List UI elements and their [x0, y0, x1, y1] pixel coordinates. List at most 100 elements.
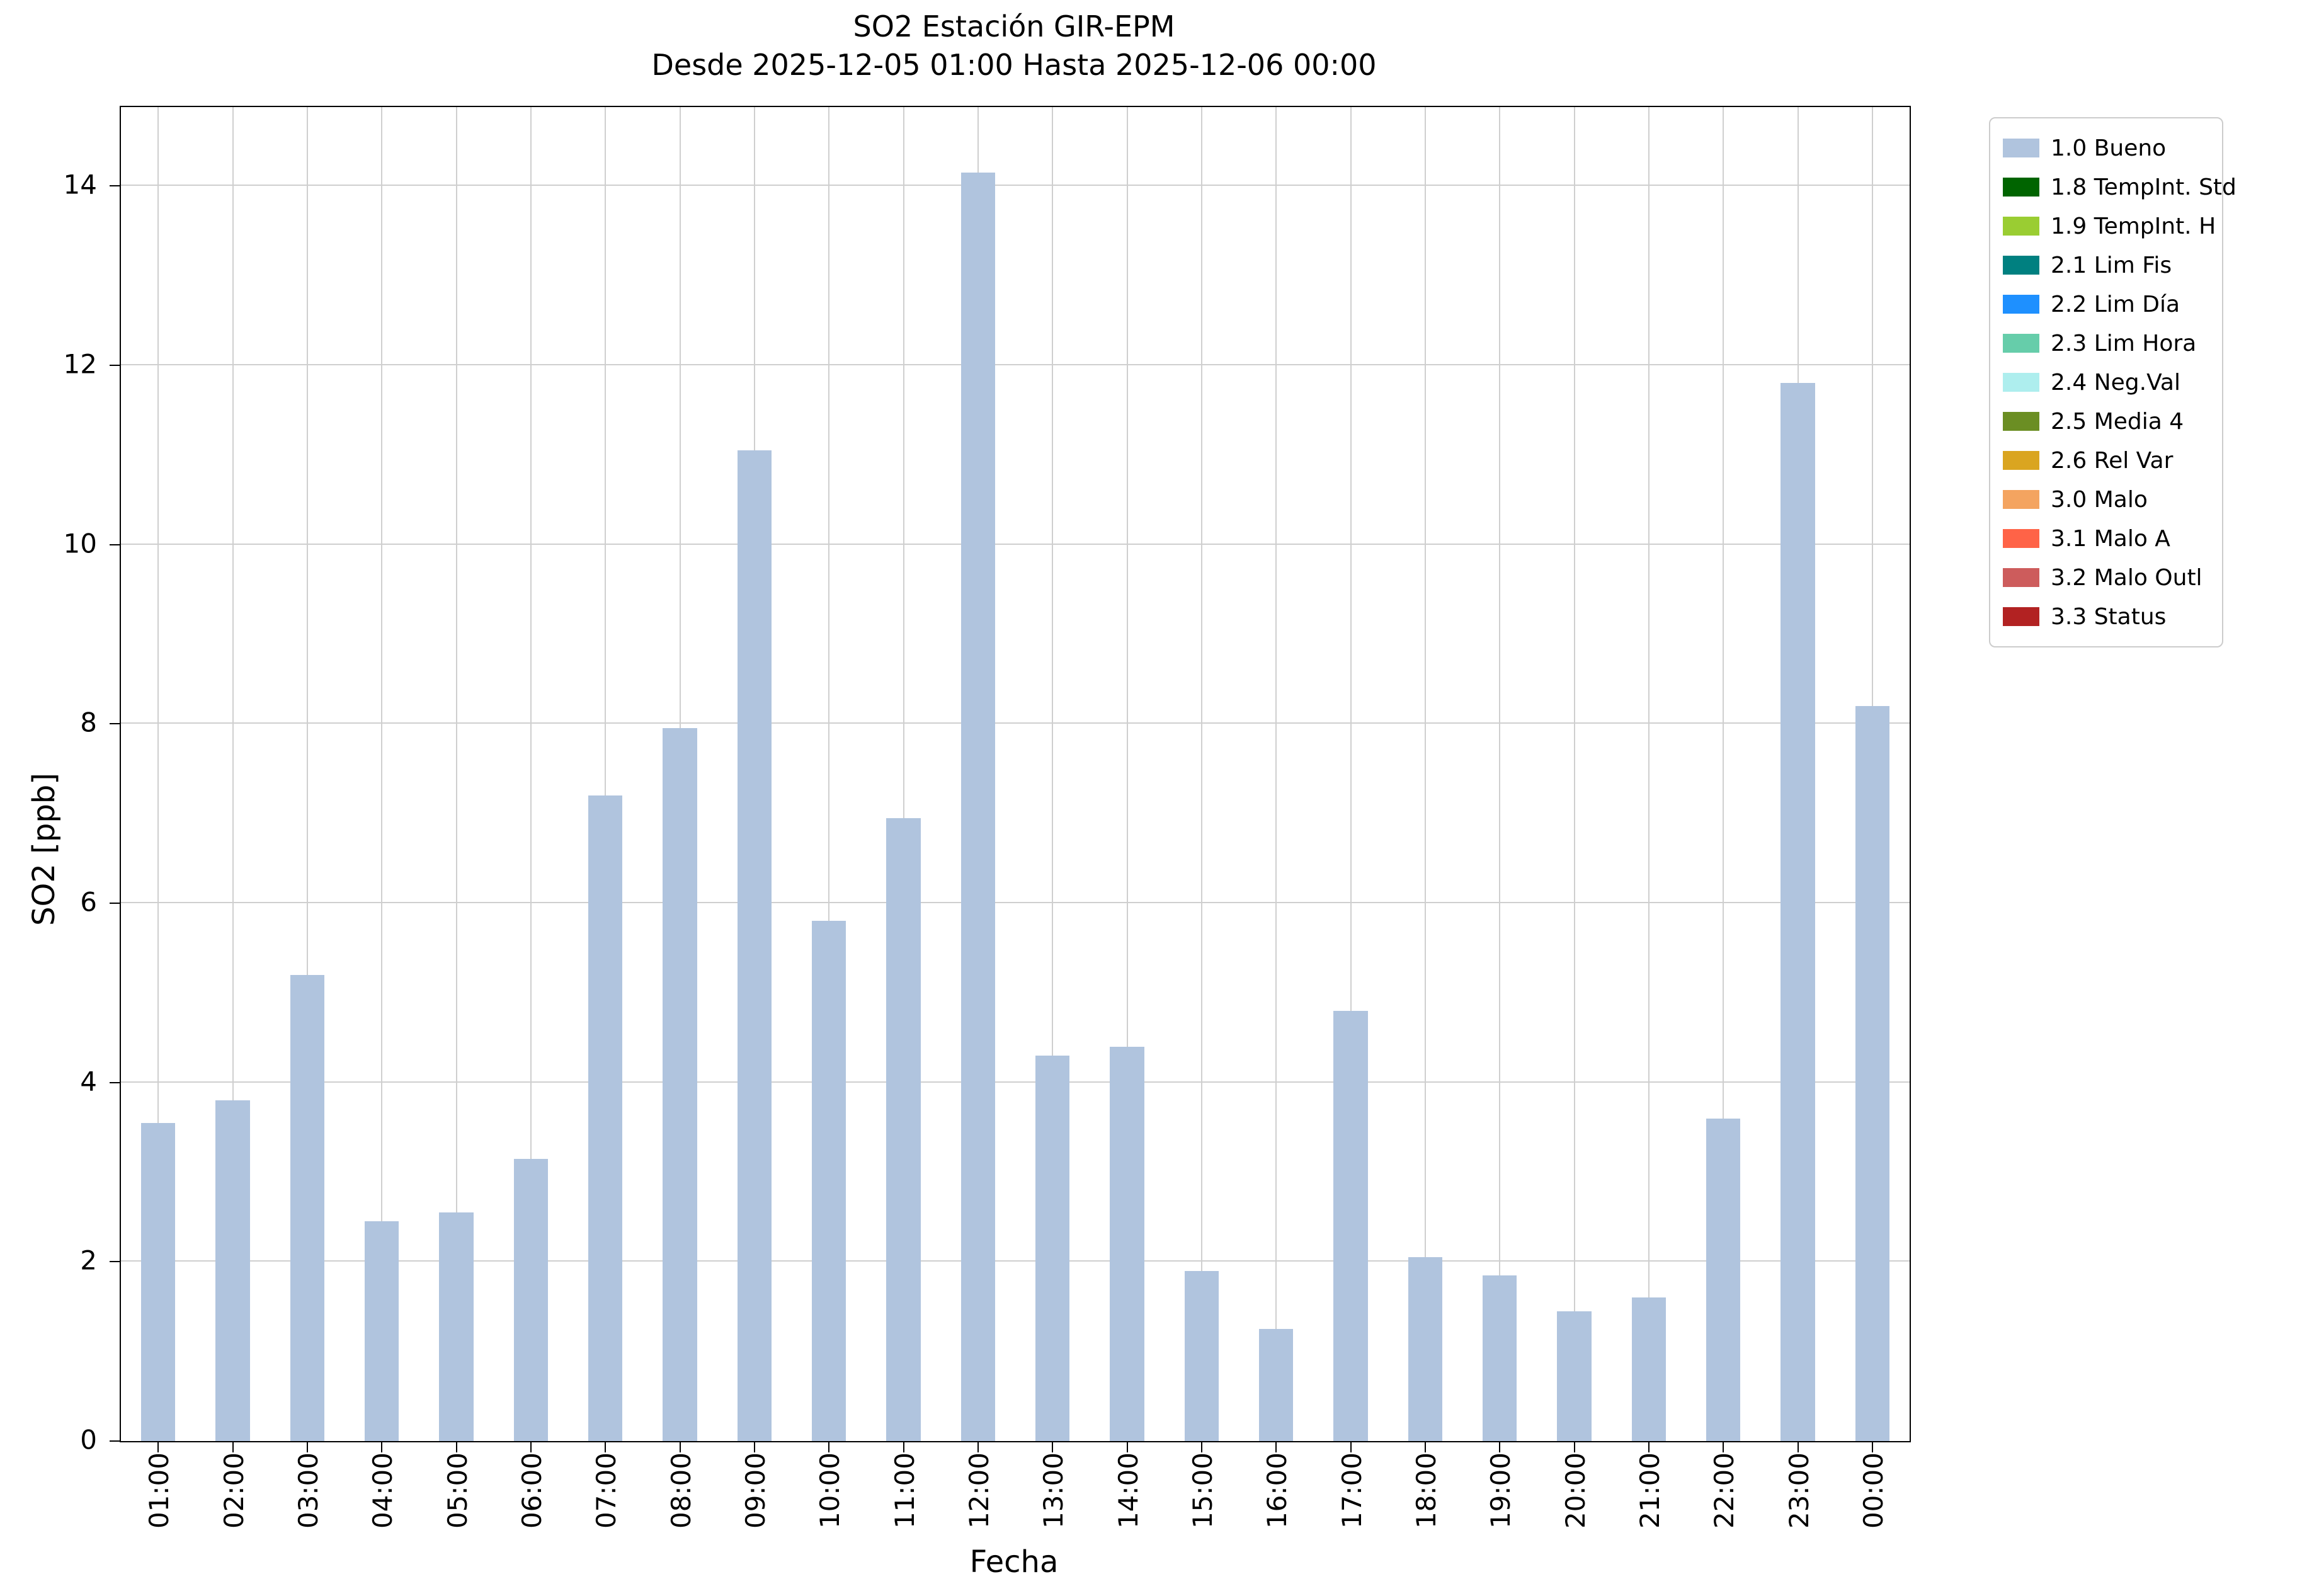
legend-label: 2.5 Media 4: [2051, 408, 2184, 435]
bar-03:00: [290, 974, 325, 1441]
gridline-horizontal: [121, 901, 1910, 903]
bar-19:00: [1482, 1275, 1517, 1441]
gridline-horizontal: [121, 722, 1910, 724]
gridline-vertical: [1648, 107, 1650, 1441]
legend-label: 1.0 Bueno: [2051, 135, 2167, 161]
y-tick-label: 8: [80, 707, 97, 738]
bar-09:00: [737, 450, 772, 1441]
y-tick-label: 14: [63, 169, 97, 200]
legend-item: 2.4 Neg.Val: [2003, 363, 2209, 402]
legend-item: 3.0 Malo: [2003, 480, 2209, 519]
x-tick-label: 17:00: [1336, 1452, 1367, 1529]
y-tick-mark: [110, 723, 120, 725]
gridline-vertical: [530, 107, 532, 1441]
gridline-vertical: [1275, 107, 1277, 1441]
y-tick-label: 10: [63, 528, 97, 559]
x-tick-mark: [1573, 1442, 1575, 1452]
plot-area: [110, 106, 1911, 1452]
legend-item: 2.6 Rel Var: [2003, 441, 2209, 480]
x-tick-mark: [157, 1442, 159, 1452]
bar-10:00: [811, 921, 846, 1441]
x-tick-mark: [1871, 1442, 1873, 1452]
bar-05:00: [439, 1212, 474, 1441]
bar-01:00: [140, 1122, 176, 1441]
chart-title: SO2 Estación GIR-EPM: [853, 9, 1175, 43]
bar-14:00: [1110, 1046, 1144, 1441]
legend-swatch: [2003, 412, 2039, 431]
y-tick-mark: [110, 1081, 120, 1083]
legend-swatch: [2003, 373, 2039, 392]
x-tick-label: 08:00: [665, 1452, 697, 1529]
legend-swatch: [2003, 490, 2039, 509]
legend-label: 3.2 Malo Outl: [2051, 564, 2202, 591]
y-tick-mark: [110, 185, 120, 187]
x-tick-label: 23:00: [1783, 1452, 1815, 1529]
gridline-horizontal: [121, 543, 1910, 545]
legend-item: 3.2 Malo Outl: [2003, 558, 2209, 597]
legend-label: 3.1 Malo A: [2051, 525, 2170, 552]
x-tick-label: 12:00: [963, 1452, 994, 1529]
bar-18:00: [1408, 1257, 1443, 1441]
x-tick-mark: [977, 1442, 979, 1452]
gridline-vertical: [157, 107, 159, 1441]
gridline-vertical: [1499, 107, 1501, 1441]
x-tick-mark: [679, 1442, 681, 1452]
x-tick-label: 09:00: [739, 1452, 771, 1529]
x-tick-mark: [605, 1442, 607, 1452]
gridline-vertical: [306, 107, 308, 1441]
x-tick-mark: [232, 1442, 234, 1452]
gridline-vertical: [1200, 107, 1202, 1441]
gridline-vertical: [232, 107, 234, 1441]
x-tick-label: 22:00: [1709, 1452, 1740, 1529]
bar-15:00: [1184, 1270, 1219, 1441]
legend-label: 1.8 TempInt. Std: [2051, 174, 2236, 200]
bar-06:00: [513, 1158, 549, 1441]
x-tick-mark: [1126, 1442, 1128, 1452]
y-tick-label: 4: [80, 1066, 97, 1097]
legend-label: 3.0 Malo: [2051, 486, 2148, 513]
bar-13:00: [1035, 1055, 1070, 1441]
chart-title-block: SO2 Estación GIR-EPM Desde 2025-12-05 01…: [120, 8, 1908, 84]
gridline-vertical: [455, 107, 457, 1441]
gridline-vertical: [1573, 107, 1575, 1441]
legend-item: 1.0 Bueno: [2003, 128, 2209, 168]
gridline-vertical: [1424, 107, 1426, 1441]
legend-swatch: [2003, 217, 2039, 236]
x-tick-label: 19:00: [1485, 1452, 1517, 1529]
y-tick-label: 2: [80, 1245, 97, 1276]
bar-20:00: [1557, 1311, 1592, 1441]
bar-12:00: [960, 172, 996, 1441]
legend-item: 2.5 Media 4: [2003, 402, 2209, 441]
bar-08:00: [663, 728, 697, 1441]
x-tick-label: 21:00: [1634, 1452, 1665, 1529]
x-tick-mark: [903, 1442, 904, 1452]
legend-item: 1.9 TempInt. H: [2003, 207, 2216, 246]
bar-16:00: [1258, 1329, 1294, 1441]
x-tick-mark: [1200, 1442, 1202, 1452]
bar-02:00: [215, 1100, 250, 1441]
bar-11:00: [886, 818, 921, 1441]
legend-label: 2.3 Lim Hora: [2051, 330, 2197, 356]
x-tick-label: 15:00: [1187, 1452, 1218, 1529]
legend-label: 2.2 Lim Día: [2051, 291, 2180, 317]
legend-swatch: [2003, 334, 2039, 353]
legend-swatch: [2003, 178, 2039, 197]
legend-swatch: [2003, 139, 2039, 157]
legend-item: 3.3 Status: [2003, 597, 2209, 636]
x-tick-mark: [1648, 1442, 1650, 1452]
gridline-horizontal: [121, 363, 1910, 365]
x-tick-mark: [828, 1442, 830, 1452]
y-tick-mark: [110, 364, 120, 366]
gridline-vertical: [828, 107, 830, 1441]
x-tick-label: 20:00: [1559, 1452, 1591, 1529]
gridline-horizontal: [121, 1260, 1910, 1262]
legend-swatch: [2003, 529, 2039, 548]
legend-swatch: [2003, 568, 2039, 587]
x-axis-tick-labels: 01:00 02:00 03:00 04:00 05:00 06:00 07:00 08:00…: [120, 1447, 1908, 1554]
legend: 1.0 Bueno 1.8 TempInt. Std 1.9 TempInt. H 2…: [1989, 117, 2236, 647]
x-tick-label: 05:00: [442, 1452, 473, 1529]
x-tick-label: 01:00: [144, 1452, 175, 1529]
y-tick-label: 0: [80, 1424, 97, 1456]
gridline-vertical: [381, 107, 383, 1441]
